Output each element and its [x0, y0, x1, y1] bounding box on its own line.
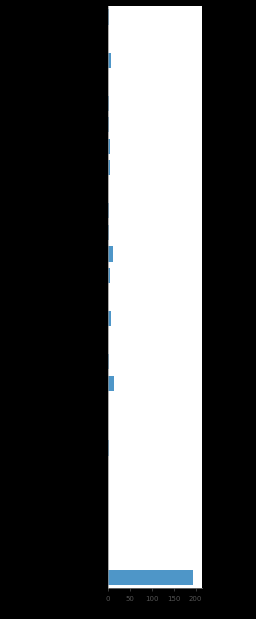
- Bar: [108, 441, 109, 456]
- Bar: [108, 117, 109, 132]
- Bar: [108, 246, 113, 262]
- Bar: [108, 160, 110, 175]
- Bar: [108, 139, 110, 154]
- Bar: [108, 9, 109, 25]
- Bar: [108, 354, 109, 370]
- Bar: [108, 204, 109, 219]
- Bar: [108, 225, 109, 240]
- Bar: [108, 311, 111, 326]
- Bar: [108, 376, 114, 391]
- Bar: [108, 95, 109, 111]
- Bar: [108, 268, 110, 283]
- Bar: [108, 53, 111, 67]
- Bar: [108, 569, 194, 585]
